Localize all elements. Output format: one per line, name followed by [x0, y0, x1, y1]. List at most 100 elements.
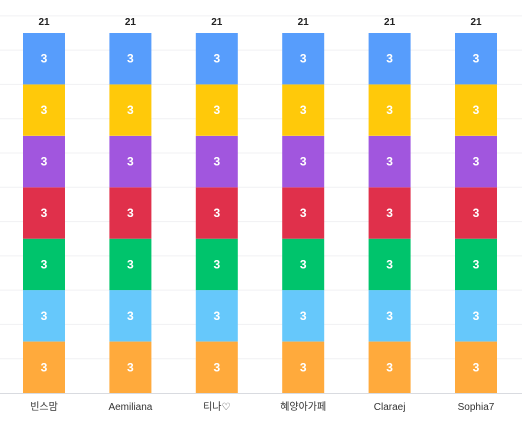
segment-value-label: 3	[213, 309, 220, 323]
segment-value-label: 3	[300, 52, 307, 66]
bar-segment[interactable]	[195, 290, 238, 342]
bar-segment[interactable]	[455, 341, 497, 393]
segment-value-label: 3	[386, 52, 393, 66]
bar-segment[interactable]	[23, 238, 65, 291]
segment-value-label: 3	[213, 360, 220, 374]
bar-segment[interactable]	[455, 33, 497, 85]
bar-segment[interactable]	[282, 135, 325, 188]
segment-value-label: 3	[386, 360, 393, 374]
bar-segment[interactable]	[109, 33, 152, 85]
segment-value-label: 3	[213, 206, 220, 220]
x-tick-label: 빈스맘	[30, 401, 58, 413]
segment-value-label: 3	[473, 103, 480, 117]
bar-segment[interactable]	[282, 84, 325, 136]
bar-segment[interactable]	[455, 290, 497, 342]
segment-value-label: 3	[300, 206, 307, 220]
bar-segment[interactable]	[368, 84, 411, 136]
grid-lines	[0, 15, 522, 360]
bar-segment[interactable]	[23, 341, 65, 393]
bar-segment[interactable]	[368, 290, 411, 342]
segment-value-label: 3	[41, 103, 48, 117]
x-tick-label: 티나♡	[203, 401, 230, 413]
segment-value-label: 3	[473, 257, 480, 271]
segment-value-label: 3	[127, 52, 134, 66]
segment-value-label: 3	[127, 257, 134, 271]
bar-segment[interactable]	[455, 187, 497, 239]
bar-segment[interactable]	[23, 33, 65, 85]
total-value-label: 21	[384, 17, 396, 28]
total-value-label: 21	[470, 17, 482, 28]
segment-value-label: 3	[41, 52, 48, 66]
bar-segment[interactable]	[109, 341, 152, 393]
bar-segment[interactable]	[195, 84, 238, 136]
segment-value-label: 3	[473, 52, 480, 66]
total-value-label: 21	[298, 17, 310, 28]
bar-segment[interactable]	[195, 187, 238, 239]
total-value-label: 21	[38, 17, 50, 28]
bar-segment[interactable]	[195, 238, 238, 291]
bar-segment[interactable]	[23, 290, 65, 342]
segment-value-label: 3	[213, 155, 220, 169]
segment-value-label: 3	[41, 206, 48, 220]
x-tick-label: Claraej	[374, 402, 406, 413]
bar-segment[interactable]	[368, 187, 411, 239]
segment-value-label: 3	[473, 155, 480, 169]
bar-segment[interactable]	[195, 33, 238, 85]
segment-value-label: 3	[127, 360, 134, 374]
segment-value-label: 3	[300, 155, 307, 169]
segment-value-label: 3	[213, 52, 220, 66]
segment-value-label: 3	[386, 309, 393, 323]
x-tick-label: Aemiliana	[108, 402, 152, 413]
bar-segment[interactable]	[368, 238, 411, 291]
segment-value-label: 3	[127, 206, 134, 220]
segment-value-label: 3	[41, 155, 48, 169]
bar-segment[interactable]	[195, 135, 238, 188]
bar-segment[interactable]	[282, 33, 325, 85]
segment-value-label: 3	[473, 206, 480, 220]
segment-value-label: 3	[213, 257, 220, 271]
labels: 3 3 3 3 3 3 3 21 빈스맘 3 3 3 3 3 3 3 21 Aemiliana 3 3 3 3 3 3 3 21 티…	[30, 17, 495, 413]
segment-value-label: 3	[300, 257, 307, 271]
bar-segment[interactable]	[282, 290, 325, 342]
bar-segment[interactable]	[195, 341, 238, 393]
x-tick-label: Sophia7	[458, 402, 495, 413]
bar-segment[interactable]	[109, 290, 152, 342]
segment-value-label: 3	[386, 103, 393, 117]
total-value-label: 21	[211, 17, 223, 28]
bar-segment[interactable]	[368, 341, 411, 393]
bar-segment[interactable]	[109, 238, 152, 291]
segment-value-label: 3	[127, 103, 134, 117]
bars	[23, 33, 497, 393]
segment-value-label: 3	[386, 206, 393, 220]
segment-value-label: 3	[127, 155, 134, 169]
segment-value-label: 3	[41, 257, 48, 271]
bar-segment[interactable]	[23, 135, 65, 188]
bar-segment[interactable]	[455, 135, 497, 188]
segment-value-label: 3	[386, 155, 393, 169]
bar-segment[interactable]	[109, 135, 152, 188]
segment-value-label: 3	[300, 103, 307, 117]
segment-value-label: 3	[386, 257, 393, 271]
bar-segment[interactable]	[23, 84, 65, 136]
x-tick-label: 혜양아가페	[280, 401, 326, 413]
bar-segment[interactable]	[23, 187, 65, 239]
segment-value-label: 3	[300, 360, 307, 374]
bar-segment[interactable]	[455, 238, 497, 291]
segment-value-label: 3	[473, 360, 480, 374]
segment-value-label: 3	[473, 309, 480, 323]
bar-segment[interactable]	[455, 84, 497, 136]
bar-segment[interactable]	[109, 187, 152, 239]
segment-value-label: 3	[213, 103, 220, 117]
bar-segment[interactable]	[282, 187, 325, 239]
bar-segment[interactable]	[282, 341, 325, 393]
segment-value-label: 3	[41, 360, 48, 374]
segment-value-label: 3	[41, 309, 48, 323]
bar-segment[interactable]	[109, 84, 152, 136]
bar-segment[interactable]	[368, 33, 411, 85]
segment-value-label: 3	[127, 309, 134, 323]
total-value-label: 21	[125, 17, 137, 28]
segment-value-label: 3	[300, 309, 307, 323]
bar-segment[interactable]	[282, 238, 325, 291]
bar-segment[interactable]	[368, 135, 411, 188]
